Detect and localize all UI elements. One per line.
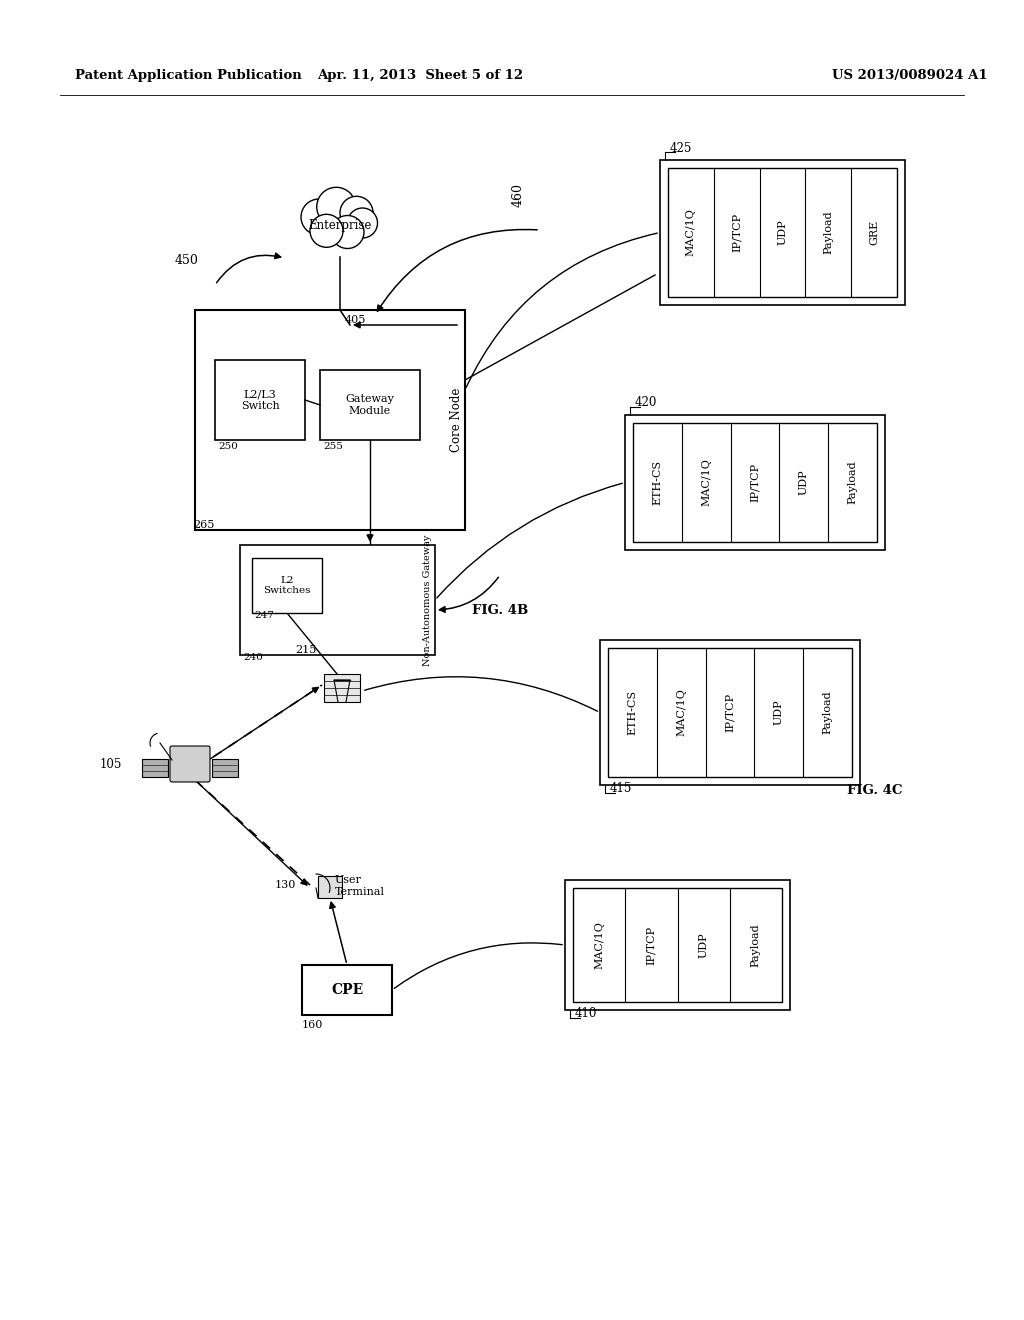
Text: Non-Autonomous Gateway: Non-Autonomous Gateway (423, 535, 431, 665)
Text: Patent Application Publication: Patent Application Publication (75, 69, 302, 82)
Text: IP/TCP: IP/TCP (646, 925, 656, 965)
Bar (565, 880, 790, 1010)
Text: ETH-CS: ETH-CS (628, 690, 637, 735)
Text: 460: 460 (512, 183, 525, 207)
FancyArrowPatch shape (330, 903, 346, 962)
Bar (142, 759, 168, 777)
Bar (240, 545, 435, 655)
Text: 410: 410 (575, 1007, 597, 1020)
Text: MAC/1Q: MAC/1Q (676, 689, 686, 737)
Text: GRE: GRE (869, 220, 879, 246)
Circle shape (310, 214, 343, 247)
Circle shape (316, 187, 355, 226)
Text: Gateway
Module: Gateway Module (345, 395, 394, 416)
FancyArrowPatch shape (394, 942, 562, 989)
Text: 160: 160 (302, 1020, 324, 1030)
Text: MAC/1Q: MAC/1Q (686, 209, 696, 256)
Text: ETH-CS: ETH-CS (652, 459, 663, 506)
FancyArrowPatch shape (217, 253, 281, 282)
Bar (215, 360, 305, 440)
Bar (600, 640, 860, 785)
Text: Payload: Payload (848, 461, 858, 504)
Bar (318, 876, 342, 898)
Text: 265: 265 (193, 520, 214, 531)
Circle shape (331, 215, 364, 248)
Circle shape (347, 209, 378, 238)
Text: 450: 450 (175, 253, 199, 267)
FancyArrowPatch shape (378, 230, 538, 312)
FancyArrowPatch shape (365, 677, 598, 711)
Text: 130: 130 (275, 880, 296, 890)
Text: L2
Switches: L2 Switches (263, 576, 310, 595)
Bar (608, 648, 852, 777)
FancyArrowPatch shape (437, 483, 623, 598)
Bar (212, 759, 238, 777)
FancyBboxPatch shape (170, 746, 210, 781)
FancyArrowPatch shape (439, 577, 499, 612)
Text: 105: 105 (100, 759, 123, 771)
Circle shape (340, 197, 373, 230)
Bar (252, 558, 322, 612)
Text: CPE: CPE (331, 983, 364, 997)
Text: 415: 415 (610, 781, 633, 795)
Text: US 2013/0089024 A1: US 2013/0089024 A1 (833, 69, 988, 82)
FancyArrowPatch shape (466, 234, 657, 388)
Text: IP/TCP: IP/TCP (732, 213, 741, 252)
Text: 255: 255 (323, 442, 343, 451)
Text: FIG. 4B: FIG. 4B (472, 603, 528, 616)
Bar (668, 168, 897, 297)
Bar (319, 370, 420, 440)
FancyArrowPatch shape (354, 322, 458, 327)
Text: UDP: UDP (774, 700, 783, 725)
Text: Payload: Payload (822, 690, 833, 734)
Bar (195, 310, 465, 531)
Text: 405: 405 (345, 315, 367, 325)
Text: IP/TCP: IP/TCP (750, 463, 760, 502)
Text: 420: 420 (635, 396, 657, 409)
Text: UDP: UDP (777, 219, 787, 246)
Text: 425: 425 (670, 141, 692, 154)
Text: UDP: UDP (698, 932, 709, 958)
Text: L2/L3
Switch: L2/L3 Switch (241, 389, 280, 411)
Bar (625, 414, 885, 550)
Bar (573, 888, 782, 1002)
Text: 240: 240 (243, 653, 263, 663)
Text: MAC/1Q: MAC/1Q (594, 921, 604, 969)
Text: Core Node: Core Node (451, 388, 464, 453)
FancyArrowPatch shape (368, 535, 373, 540)
Bar (302, 965, 392, 1015)
Text: IP/TCP: IP/TCP (725, 693, 735, 733)
Text: Payload: Payload (751, 923, 761, 966)
Text: FIG. 4C: FIG. 4C (847, 784, 903, 796)
Text: Apr. 11, 2013  Sheet 5 of 12: Apr. 11, 2013 Sheet 5 of 12 (317, 69, 523, 82)
Text: User
Terminal: User Terminal (335, 875, 385, 896)
Circle shape (301, 199, 337, 235)
Bar (633, 422, 877, 543)
Text: 215: 215 (295, 645, 316, 655)
Bar (324, 675, 360, 702)
Text: UDP: UDP (799, 470, 809, 495)
Bar (660, 160, 905, 305)
Text: MAC/1Q: MAC/1Q (701, 458, 712, 507)
Text: Payload: Payload (823, 211, 834, 255)
Text: 247: 247 (254, 611, 273, 620)
Text: Enterprise: Enterprise (308, 219, 372, 231)
Text: 250: 250 (218, 442, 238, 451)
